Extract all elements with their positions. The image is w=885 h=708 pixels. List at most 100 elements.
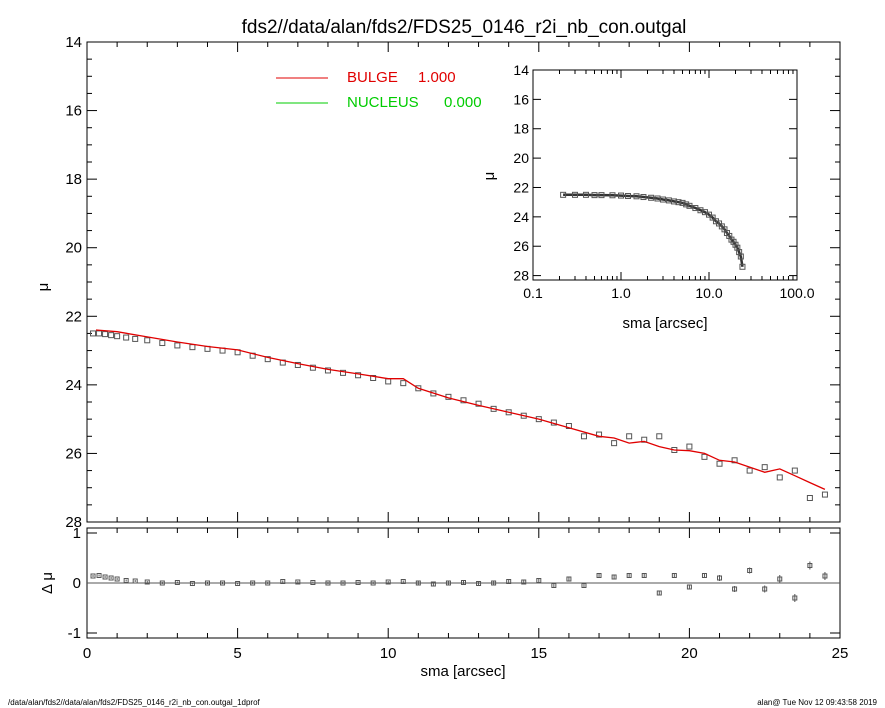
residual-point — [506, 579, 512, 584]
residual-point — [114, 576, 120, 582]
residual-point — [596, 573, 602, 578]
main-data-point — [324, 367, 331, 374]
main-data-point — [686, 443, 693, 450]
inset-data-point — [737, 253, 744, 260]
residual-point — [415, 580, 421, 586]
residual-point — [325, 580, 331, 586]
inset-data-point — [624, 193, 631, 199]
main-data-point — [806, 495, 813, 501]
main-y-tick-label: 24 — [65, 377, 82, 394]
main-data-points — [90, 330, 828, 501]
inset-y-tick-label: 14 — [513, 62, 529, 78]
residual-y-axis-label: Δ μ — [39, 572, 56, 594]
residual-y-tick-label: 1 — [73, 525, 81, 542]
residual-point — [370, 580, 376, 586]
residual-point — [265, 580, 271, 586]
inset-data-point — [686, 202, 693, 209]
residual-point — [732, 586, 738, 592]
inset-x-axis-label: sma [arcsec] — [622, 315, 707, 332]
main-data-point — [123, 334, 130, 341]
inset-y-tick-label: 16 — [513, 91, 529, 107]
residual-point — [762, 586, 768, 592]
main-data-point — [96, 330, 103, 337]
bulge-model-line — [95, 329, 826, 490]
inset-data-point — [675, 199, 682, 206]
residual-point — [400, 579, 406, 584]
main-data-point — [761, 464, 768, 471]
inset-y-axis-label: μ — [481, 172, 498, 181]
main-data-point — [746, 467, 753, 474]
residual-point — [189, 581, 195, 586]
residual-point — [123, 578, 129, 583]
inset-plot-background — [533, 70, 797, 280]
main-y-tick-label: 28 — [65, 514, 82, 531]
residual-point — [792, 595, 798, 601]
inset-x-tick-label: 1.0 — [611, 285, 631, 301]
residual-point — [641, 573, 647, 578]
main-data-point — [776, 474, 783, 481]
main-data-point — [626, 433, 633, 440]
inset-y-tick-label: 26 — [513, 238, 529, 254]
residual-point — [385, 579, 391, 585]
main-data-point — [159, 340, 166, 347]
inset-data-point — [683, 201, 690, 208]
main-data-point — [821, 491, 828, 498]
main-data-point — [716, 460, 723, 467]
residual-point — [445, 580, 451, 586]
main-y-tick-label: 18 — [65, 171, 82, 188]
inset-data-point — [560, 191, 567, 198]
main-data-point — [580, 433, 587, 440]
residual-point — [132, 578, 138, 584]
main-data-point — [611, 440, 618, 447]
inset-data-point — [618, 192, 624, 199]
residual-point — [777, 576, 783, 582]
inset-data-point — [598, 192, 605, 199]
residual-point — [822, 573, 828, 579]
main-data-point — [385, 378, 392, 385]
residual-axis-ticks: -1 0 1 — [68, 525, 841, 642]
main-data-point — [144, 337, 151, 344]
residual-point — [717, 575, 723, 581]
x-tick-label: 10 — [380, 645, 397, 662]
residual-point — [476, 581, 482, 586]
residual-point — [701, 573, 707, 578]
residual-point — [686, 584, 692, 590]
residual-y-tick-label: 0 — [73, 575, 81, 592]
residual-panel: -101 Δ μ 0 5 10 15 20 25 sma [arcsec] — [39, 525, 848, 680]
footer-user-timestamp: alan@ Tue Nov 12 09:43:58 2019 — [757, 698, 877, 707]
main-data-point — [791, 467, 798, 474]
x-tick-label: 5 — [233, 645, 241, 662]
residual-point — [295, 579, 301, 585]
inset-data-point — [734, 244, 741, 251]
residual-point — [250, 580, 256, 586]
residual-point — [235, 581, 241, 586]
inset-data-point — [709, 214, 716, 221]
legend-nucleus-name: NUCLEUS — [347, 94, 419, 111]
x-axis-label: sma [arcsec] — [420, 663, 505, 680]
residual-point — [280, 579, 286, 584]
residual-point — [626, 573, 632, 578]
inset-data-point — [739, 263, 746, 270]
main-y-tick-label: 14 — [65, 34, 82, 51]
residual-point — [581, 583, 587, 588]
residual-points — [90, 561, 828, 602]
residual-point — [159, 580, 165, 586]
inset-data-point — [633, 193, 640, 200]
main-data-point — [460, 397, 467, 404]
residual-point — [204, 580, 210, 586]
legend: BULGE 1.000 NUCLEUS 0.000 — [276, 69, 482, 111]
inset-profile-panel: 14 16 18 20 22 24 26 280.1 1.0 10.0 100.0 μ sma [a… — [481, 62, 815, 332]
residual-point — [551, 583, 557, 588]
legend-bulge-name: BULGE — [347, 69, 398, 86]
residual-point — [108, 575, 114, 581]
residual-y-tick-label: -1 — [68, 625, 81, 642]
main-data-point — [731, 457, 738, 464]
main-data-point — [415, 385, 422, 392]
main-data-point — [264, 356, 271, 363]
inset-data-point — [679, 199, 686, 206]
x-tick-labels: 0 5 10 15 20 25 — [83, 645, 849, 662]
main-data-point — [565, 423, 572, 429]
residual-point — [310, 580, 316, 585]
residual-point — [747, 568, 753, 573]
